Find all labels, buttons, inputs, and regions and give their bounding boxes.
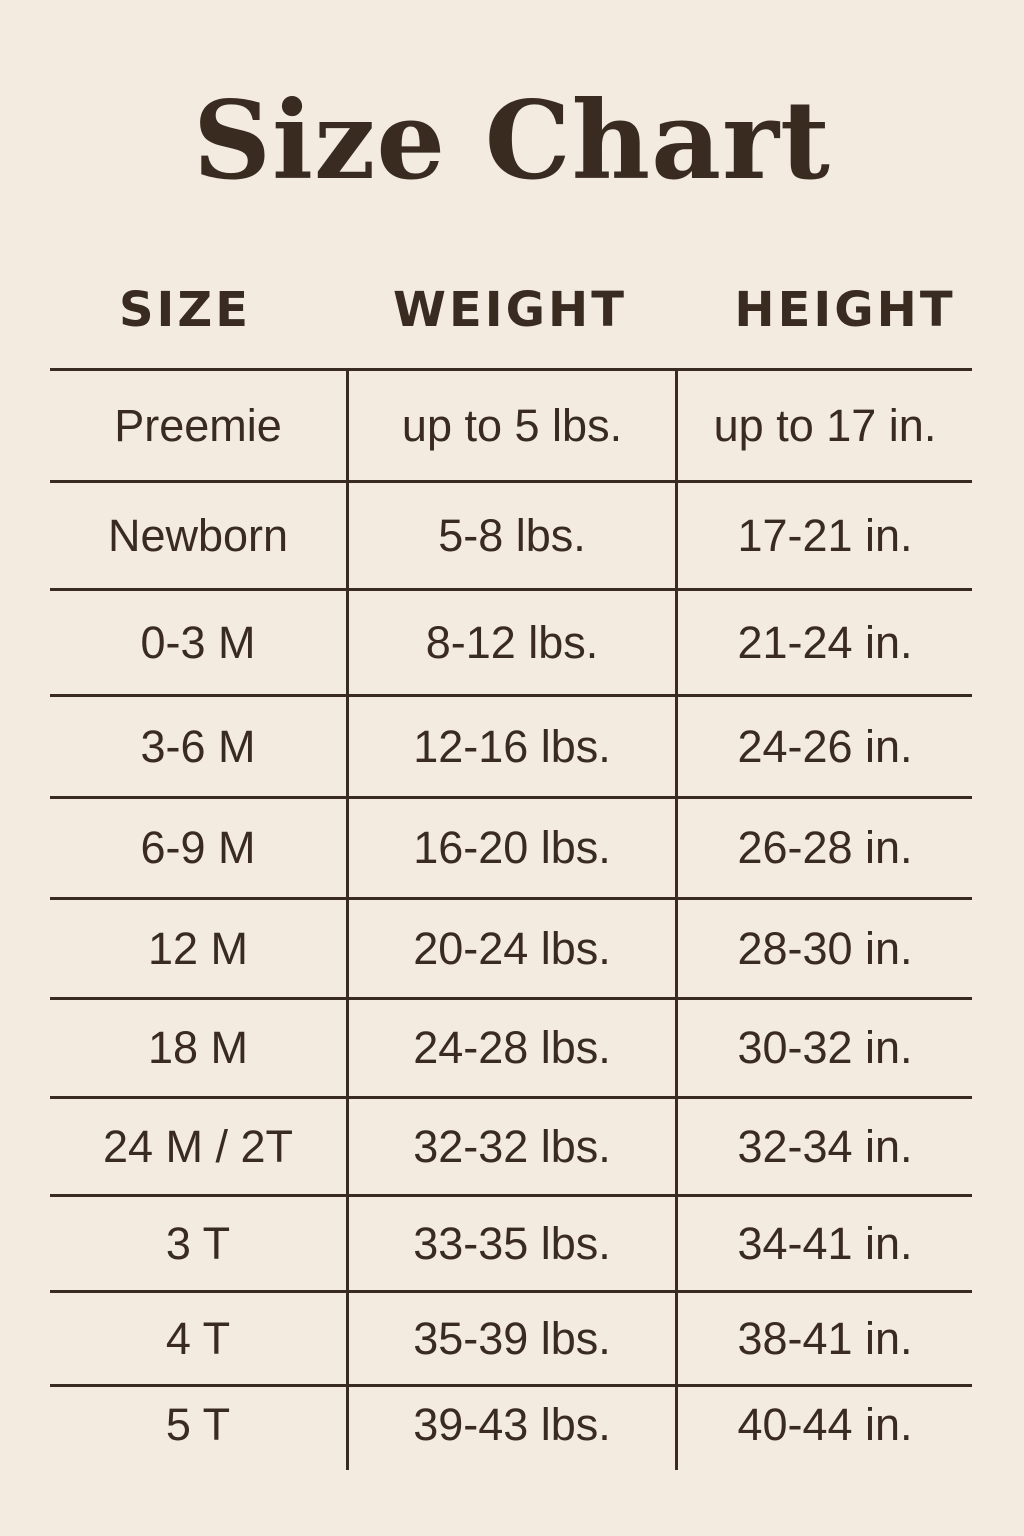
height-cell: 40-44 in. (737, 1398, 913, 1450)
row-divider (50, 1290, 972, 1293)
row-divider (50, 796, 972, 799)
weight-cell: 24-28 lbs. (413, 1022, 611, 1073)
weight-cell: 8-12 lbs. (425, 616, 599, 668)
weight-cell: up to 5 lbs. (401, 399, 623, 451)
weight-cell: 16-20 lbs. (413, 822, 611, 873)
row-divider (50, 897, 972, 900)
height-cell: 38-41 in. (737, 1312, 913, 1364)
size-cell: 24 M / 2T (102, 1120, 294, 1172)
size-cell: 3-6 M (140, 720, 256, 772)
column-header-size: SIZE (118, 282, 252, 338)
weight-cell: 20-24 lbs. (413, 922, 611, 974)
height-cell: 24-26 in. (737, 720, 913, 772)
row-divider (50, 588, 972, 591)
column-divider (346, 369, 349, 1470)
size-cell: 12 M (147, 922, 249, 974)
row-divider (50, 1096, 972, 1099)
weight-cell: 12-16 lbs. (413, 720, 611, 772)
height-cell: 21-24 in. (737, 616, 913, 668)
size-cell: Newborn (107, 509, 289, 561)
size-cell: 3 T (165, 1217, 231, 1269)
size-cell: Preemie (114, 399, 282, 451)
weight-cell: 5-8 lbs. (438, 509, 586, 561)
weight-cell: 33-35 lbs. (413, 1217, 611, 1269)
height-cell: up to 17 in. (713, 399, 937, 451)
row-divider (50, 1384, 972, 1387)
size-cell: 6-9 M (140, 822, 256, 873)
height-cell: 28-30 in. (737, 922, 913, 974)
row-divider (50, 368, 972, 371)
row-divider (50, 480, 972, 483)
page-title: Size Chart (193, 78, 831, 204)
row-divider (50, 997, 972, 1000)
row-divider (50, 694, 972, 697)
height-cell: 32-34 in. (737, 1120, 913, 1172)
height-cell: 17-21 in. (737, 509, 913, 561)
weight-cell: 35-39 lbs. (413, 1312, 611, 1364)
size-cell: 18 M (147, 1022, 249, 1073)
size-cell: 5 T (165, 1398, 231, 1450)
weight-cell: 39-43 lbs. (413, 1398, 611, 1450)
column-header-weight: WEIGHT (393, 282, 627, 338)
height-cell: 26-28 in. (737, 822, 913, 873)
height-cell: 34-41 in. (737, 1217, 913, 1269)
size-cell: 4 T (165, 1312, 231, 1364)
size-cell: 0-3 M (140, 616, 256, 668)
row-divider (50, 1194, 972, 1197)
height-cell: 30-32 in. (737, 1022, 913, 1073)
weight-cell: 32-32 lbs. (413, 1120, 611, 1172)
column-divider (675, 369, 678, 1470)
column-header-height: HEIGHT (734, 282, 956, 338)
